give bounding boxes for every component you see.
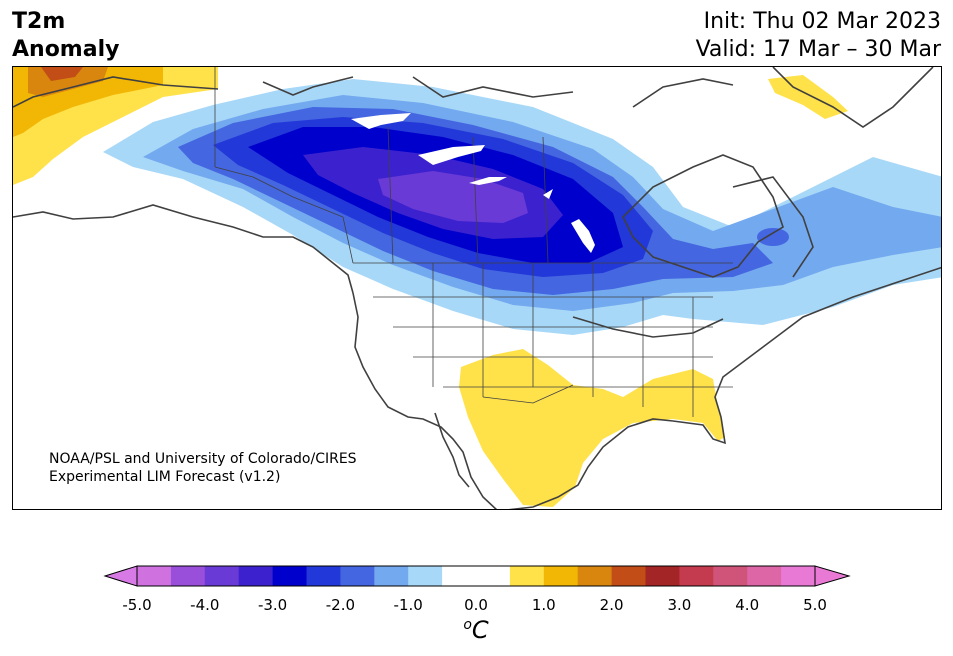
lake-athabasca <box>469 177 507 185</box>
colorbar-cell <box>204 566 240 586</box>
colorbar-under-triangle <box>103 565 138 587</box>
colorbar-cell <box>374 566 409 586</box>
init-date-text: Init: Thu 02 Mar 2023 <box>703 9 941 34</box>
colorbar-tick-label: 4.0 <box>735 596 760 614</box>
colorbar-cell <box>476 566 511 586</box>
colorbar-cell <box>611 566 646 586</box>
colorbar-tick-label: 1.0 <box>531 596 556 614</box>
colorbar-outline <box>136 565 816 587</box>
forecast-dates: Init: Thu 02 Mar 2023 Valid: 17 Mar – 30… <box>696 8 941 64</box>
lake-winnipegosis <box>543 189 553 199</box>
colorbar-cell <box>408 566 443 586</box>
colorbar-tick-label: -5.0 <box>122 596 152 614</box>
colorbar-cell <box>509 566 545 586</box>
warm-anomaly-southwest <box>459 349 725 507</box>
colorbar-tick-label: 3.0 <box>667 596 692 614</box>
colorbar-tick-label: -1.0 <box>393 596 423 614</box>
colorbar-tick-label: -2.0 <box>325 596 356 614</box>
colorbar-cell <box>442 566 477 586</box>
map-title: T2m Anomaly <box>12 8 119 64</box>
colorbar-tick-label: 0.0 <box>464 596 488 614</box>
colorbar-cell <box>543 566 579 586</box>
colorbar-cells <box>137 566 816 586</box>
title-line-1: T2m <box>12 9 66 34</box>
great-slave-lake <box>418 145 485 165</box>
colorbar <box>103 565 851 587</box>
credit-line-1: NOAA/PSL and University of Colorado/CIRE… <box>49 451 357 467</box>
colorbar-cell <box>137 566 172 586</box>
cold-anomaly-hudson <box>757 228 789 246</box>
coastlines <box>13 67 941 509</box>
colorbar-cell <box>781 566 816 586</box>
great-bear-lake <box>351 113 411 129</box>
cold-anomaly-7 <box>378 171 528 223</box>
warm-anomaly-alaska-strongest <box>41 67 83 81</box>
unit-letter: C <box>471 616 489 644</box>
colorbar-cell <box>170 566 206 586</box>
lake-winnipeg <box>571 219 595 253</box>
colorbar-cell <box>713 566 748 586</box>
unit-degree: o <box>463 617 472 633</box>
colorbar-unit: oC <box>463 616 488 644</box>
valid-date-text: Valid: 17 Mar – 30 Mar <box>695 37 941 62</box>
map-canvas <box>13 67 941 509</box>
warm-anomaly-greenland <box>768 75 848 119</box>
title-line-2: Anomaly <box>12 37 120 62</box>
forecast-credit: NOAA/PSL and University of Colorado/CIRE… <box>49 450 357 486</box>
colorbar-cell <box>747 566 782 586</box>
colorbar-cell <box>272 566 307 586</box>
colorbar-cell <box>306 566 341 586</box>
colorbar-cell <box>577 566 613 586</box>
colorbar-tick-label: 2.0 <box>599 596 624 614</box>
credit-line-2: Experimental LIM Forecast (v1.2) <box>49 469 281 485</box>
colorbar-cell <box>238 566 274 586</box>
colorbar-tick-label: -4.0 <box>190 596 220 614</box>
colorbar-tick-label: 5.0 <box>803 596 827 614</box>
colorbar-over-triangle <box>814 565 851 587</box>
political-borders <box>214 67 733 417</box>
colorbar-cell <box>645 566 680 586</box>
colorbar-cell <box>340 566 375 586</box>
colorbar-tick-label: -3.0 <box>257 596 288 614</box>
colorbar-cell <box>679 566 714 586</box>
anomaly-map: NOAA/PSL and University of Colorado/CIRE… <box>12 66 942 510</box>
